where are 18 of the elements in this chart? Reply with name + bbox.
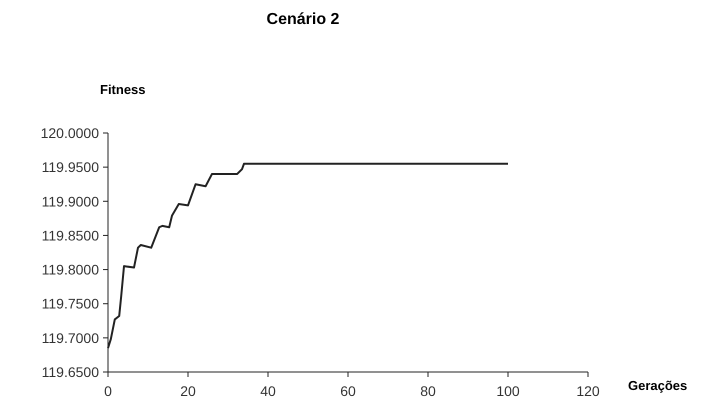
y-tick-label: 119.7000: [42, 330, 100, 346]
y-tick-label: 119.8000: [42, 262, 100, 278]
x-tick-label: 60: [340, 383, 356, 399]
x-tick-label: 100: [496, 383, 520, 399]
x-tick-label: 120: [576, 383, 600, 399]
y-tick-label: 119.6500: [42, 364, 100, 380]
x-tick-label: 40: [260, 383, 276, 399]
y-tick-label: 119.7500: [42, 296, 100, 312]
chart-title: Cenário 2: [266, 11, 340, 28]
x-tick-label: 20: [180, 383, 196, 399]
x-axis-title: Gerações: [628, 378, 688, 393]
y-tick-label: 119.9500: [42, 159, 100, 176]
y-tick-label: 120.0000: [40, 125, 100, 141]
x-tick-label: 80: [420, 383, 436, 399]
y-tick-label: 119.9000: [42, 193, 100, 210]
y-tick-label: 119.8500: [42, 227, 100, 244]
y-axis-title: Fitness: [100, 82, 146, 97]
x-tick-label: 0: [104, 383, 112, 399]
